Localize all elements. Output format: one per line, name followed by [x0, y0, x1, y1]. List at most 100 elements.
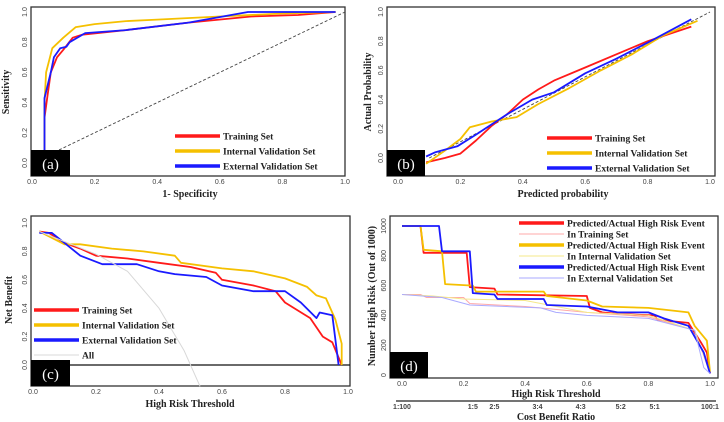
legend-label: Predicted/Actual High Risk Event: [567, 264, 706, 274]
y-tick-label: 0: [381, 373, 388, 377]
legend-label: External Validation Set: [82, 337, 177, 347]
y-tick-label: 0.6: [22, 67, 29, 77]
y-tick-label: 600: [381, 280, 388, 292]
y-tick-label: 0.6: [378, 65, 385, 75]
y-tick-label: 1.0: [22, 218, 29, 228]
y-tick-label: 1.0: [378, 7, 385, 17]
x-tick-label: 0.2: [456, 179, 466, 186]
x-axis-label: High Risk Threshold: [145, 399, 235, 410]
panel-label: (a): [42, 157, 59, 173]
x-tick-label: 1.0: [705, 179, 715, 186]
x-tick-label: 0.6: [582, 381, 592, 388]
x-axis-label: 1- Specificity: [162, 189, 217, 200]
secondary-x-tick-label: 1:100: [393, 404, 411, 411]
y-axis-label: Net Benefit: [4, 275, 15, 324]
series-line-external: [425, 18, 692, 158]
series-line-internal: [425, 19, 698, 165]
x-tick-label: 0.6: [217, 389, 227, 396]
plot-frame: [30, 215, 351, 387]
y-axis-label: Number High Risk (Out of 1000): [367, 226, 378, 366]
y-tick-label: 0.0: [378, 153, 385, 163]
series-line-internal: [38, 230, 343, 365]
panel-b: 0.0 0.2 0.4 0.6 0.8 1.0 0.0 0.2 0.4 0.6 0.8 1.0 Pred…: [363, 6, 716, 200]
x-tick-label: 0.8: [278, 179, 288, 186]
y-tick-label: 0.8: [378, 36, 385, 46]
y-tick-label: 0.0: [22, 360, 29, 370]
x-tick-label: 0.4: [520, 381, 530, 388]
x-tick-label: 0.8: [280, 389, 290, 396]
x-tick-label: 0.4: [152, 179, 162, 186]
secondary-x-tick-label: 1:5: [468, 404, 478, 411]
legend-label: Internal Validation Set: [223, 148, 316, 158]
y-tick-label: 0.2: [22, 332, 29, 342]
y-tick-label: 0.4: [22, 303, 29, 313]
reference-diagonal-line: [31, 11, 346, 164]
legend-label: Training Set: [82, 307, 133, 317]
x-axis-label: High Risk Threshold: [511, 389, 601, 400]
panel-label: (b): [397, 157, 415, 173]
panel-c: 0.0 0.2 0.4 0.6 0.8 1.0 0.0 0.2 0.4 0.6 0.8 1.0 High…: [4, 215, 353, 410]
legend-label: In Training Set: [567, 231, 629, 241]
y-tick-label: 0.6: [22, 275, 29, 285]
secondary-x-tick-label: 5:2: [616, 404, 626, 411]
x-tick-label: 0.8: [643, 179, 653, 186]
legend-label: Internal Validation Set: [82, 322, 175, 332]
x-tick-label: 0.0: [393, 179, 403, 186]
panel-label-box: [31, 360, 70, 386]
y-tick-label: 0.4: [378, 95, 385, 105]
series-line-training: [425, 25, 692, 164]
y-tick-label: 0.8: [22, 246, 29, 256]
x-tick-label: 0.0: [28, 389, 38, 396]
x-tick-label: 0.6: [580, 179, 590, 186]
series-line-external: [43, 11, 336, 163]
y-tick-label: 0.4: [22, 98, 29, 108]
series-line-external: [402, 225, 711, 374]
legend: Training Set Internal Validation Set Exter…: [175, 133, 318, 173]
x-tick-label: 0.2: [90, 179, 100, 186]
secondary-x-tick-label: 3:4: [532, 404, 542, 411]
y-tick-label: 0.0: [22, 158, 29, 168]
legend-label: In External Validation Set: [567, 275, 674, 285]
x-tick-label: 0.0: [397, 381, 407, 388]
secondary-x-tick-label: 100:1: [701, 404, 719, 411]
series-line-all: [39, 231, 201, 387]
x-tick-label: 1.0: [340, 179, 350, 186]
secondary-x-tick-label: 2:5: [489, 404, 499, 411]
x-tick-label: 1.0: [343, 389, 353, 396]
panel-label-box: [31, 150, 70, 176]
legend-label: Training Set: [223, 133, 274, 143]
series-line-external: [39, 231, 340, 366]
legend-label: Predicted/Actual High Risk Event: [567, 220, 706, 230]
y-tick-label: 0.8: [22, 37, 29, 47]
secondary-x-axis-label: Cost Benefit Ratio: [517, 412, 595, 422]
legend: Training Set Internal Validation Set Exter…: [547, 135, 690, 175]
panel-label-box: [390, 352, 428, 378]
series-line-training: [39, 230, 343, 366]
y-tick-label: 400: [381, 309, 388, 321]
legend-label: Training Set: [595, 135, 646, 145]
legend-label: All: [82, 352, 95, 362]
x-tick-label: 0.0: [27, 179, 37, 186]
legend-label: Internal Validation Set: [595, 150, 688, 160]
x-tick-label: 0.4: [154, 389, 164, 396]
y-tick-label: 1.0: [22, 7, 29, 17]
series-line-internal: [402, 225, 711, 373]
panel-d: 0.0 0.2 0.4 0.6 0.8 1.0 0 200 400 600 800 1000 High …: [367, 215, 719, 422]
x-tick-label: 0.6: [215, 179, 225, 186]
legend-label: Predicted/Actual High Risk Event: [567, 242, 706, 252]
y-tick-label: 0.2: [378, 124, 385, 134]
panel-label-box: [387, 150, 425, 176]
x-tick-label: 0.4: [518, 179, 528, 186]
y-tick-label: 0.2: [22, 128, 29, 138]
secondary-x-tick-label: 5:1: [649, 404, 659, 411]
y-tick-label: 800: [381, 250, 388, 262]
y-tick-label: 200: [381, 339, 388, 351]
panel-a: 0.0 0.2 0.4 0.6 0.8 1.0 0.0 0.2 0.4 0.6 0.8 1.0 1- S…: [1, 6, 350, 200]
x-tick-label: 0.2: [91, 389, 101, 396]
y-axis-label: Sensitivity: [1, 70, 12, 114]
series-line-external-light: [401, 294, 711, 374]
series-line-training: [43, 11, 336, 163]
x-tick-label: 1.0: [705, 381, 715, 388]
legend-label: In Internal Validation Set: [567, 253, 672, 263]
